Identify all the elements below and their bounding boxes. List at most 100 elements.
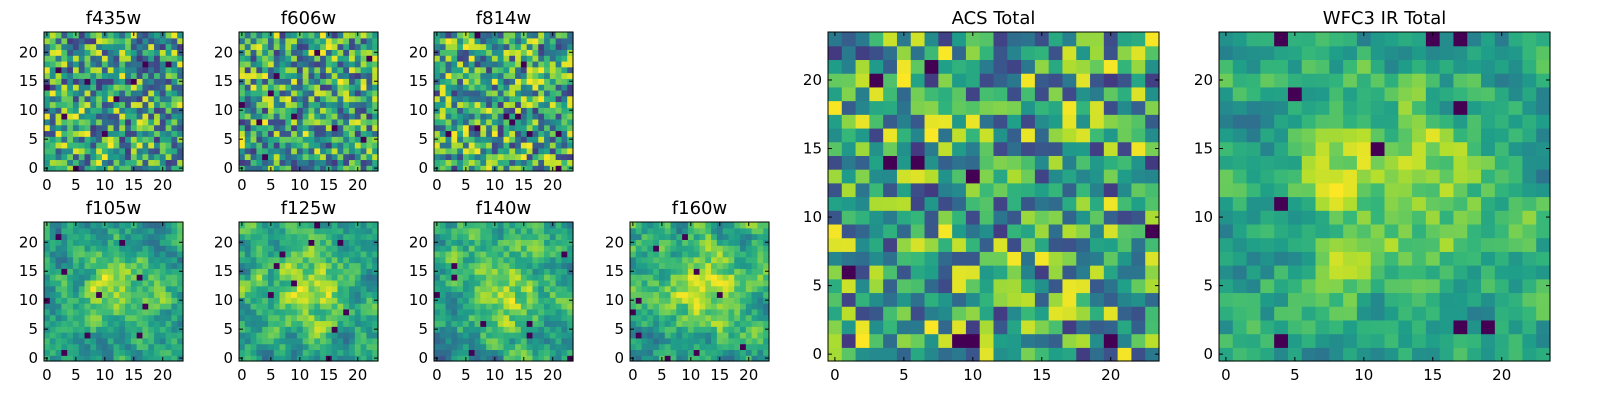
heatmap-cell bbox=[896, 319, 912, 335]
heatmap-cell bbox=[61, 118, 68, 126]
heatmap-cell bbox=[325, 250, 333, 258]
heatmap-cell bbox=[165, 245, 173, 252]
heatmap-cell bbox=[641, 245, 648, 252]
heatmap-cell bbox=[285, 124, 292, 132]
heatmap-cell bbox=[136, 297, 144, 304]
heatmap-cell bbox=[462, 159, 470, 166]
x-tick-label: 20 bbox=[153, 176, 172, 194]
heatmap-cell bbox=[343, 118, 350, 126]
heatmap-cell bbox=[177, 291, 184, 298]
heatmap-cell bbox=[154, 89, 161, 97]
heatmap-cell bbox=[462, 84, 470, 91]
heatmap-cell bbox=[154, 107, 161, 114]
heatmap-cell bbox=[136, 37, 144, 45]
heatmap-cell bbox=[670, 285, 677, 293]
heatmap-cell bbox=[360, 308, 368, 316]
heatmap-cell bbox=[372, 89, 379, 97]
heatmap-cell bbox=[250, 66, 257, 74]
heatmap-cell bbox=[630, 314, 637, 322]
heatmap-cell bbox=[457, 113, 464, 120]
heatmap-cell bbox=[434, 291, 441, 298]
heatmap-cell bbox=[993, 306, 1008, 321]
heatmap-cell bbox=[515, 147, 522, 155]
heatmap-cell bbox=[343, 274, 350, 281]
heatmap-cell bbox=[1076, 306, 1091, 321]
heatmap-cell bbox=[372, 84, 379, 91]
heatmap-cell bbox=[360, 118, 368, 126]
heatmap-cell bbox=[107, 285, 115, 293]
heatmap-cell bbox=[285, 49, 292, 56]
heatmap-cell bbox=[279, 349, 286, 356]
heatmap-cell bbox=[273, 37, 281, 45]
heatmap-cell bbox=[302, 107, 310, 114]
heatmap-cell bbox=[1246, 292, 1261, 307]
heatmap-cell bbox=[538, 130, 545, 137]
heatmap-cell bbox=[256, 349, 263, 356]
heatmap-cell bbox=[480, 66, 487, 74]
heatmap-cell bbox=[90, 314, 97, 322]
heatmap-cell bbox=[101, 256, 109, 264]
heatmap-cell bbox=[119, 37, 126, 45]
heatmap-cell bbox=[107, 250, 115, 258]
heatmap-cell bbox=[360, 343, 368, 351]
heatmap-cell bbox=[325, 303, 333, 310]
heatmap-cell bbox=[434, 308, 441, 316]
heatmap-cell bbox=[296, 89, 304, 97]
heatmap-cell bbox=[285, 274, 292, 281]
heatmap-cell bbox=[308, 291, 315, 298]
heatmap-cell bbox=[244, 55, 252, 62]
heatmap-cell bbox=[910, 45, 926, 61]
heatmap-cell bbox=[1062, 223, 1077, 239]
heatmap-cell bbox=[965, 237, 981, 252]
heatmap-cell bbox=[142, 222, 149, 229]
heatmap-cell bbox=[279, 130, 286, 137]
heatmap-cell bbox=[491, 55, 499, 62]
heatmap-cell bbox=[72, 37, 80, 45]
heatmap-cell bbox=[314, 60, 321, 68]
heatmap-cell bbox=[486, 285, 493, 293]
heatmap-cell bbox=[462, 332, 470, 339]
heatmap-cell bbox=[1117, 45, 1133, 61]
heatmap-cell bbox=[1007, 306, 1022, 321]
heatmap-cell bbox=[165, 37, 173, 45]
heatmap-cell bbox=[119, 256, 126, 264]
heatmap-cell bbox=[113, 60, 120, 68]
heatmap-cell bbox=[740, 303, 747, 310]
heatmap-cell bbox=[84, 245, 91, 252]
heatmap-cell bbox=[757, 268, 764, 275]
heatmap-cell bbox=[751, 332, 759, 339]
heatmap-cell bbox=[239, 147, 246, 155]
heatmap-cell bbox=[474, 343, 481, 351]
heatmap-cell bbox=[372, 250, 379, 258]
heatmap-cell bbox=[938, 114, 953, 129]
heatmap-cell bbox=[462, 268, 470, 275]
heatmap-cell bbox=[544, 101, 551, 108]
heatmap-cell bbox=[434, 124, 441, 132]
heatmap-cell bbox=[337, 66, 344, 74]
heatmap-cell bbox=[439, 107, 447, 114]
heatmap-cell bbox=[705, 268, 712, 275]
heatmap-cell bbox=[130, 89, 138, 97]
heatmap-cell bbox=[296, 291, 304, 298]
heatmap-cell bbox=[515, 239, 522, 246]
heatmap-cell bbox=[256, 153, 263, 161]
heatmap-cell bbox=[343, 332, 350, 339]
heatmap-cell bbox=[302, 147, 310, 155]
heatmap-cell bbox=[468, 136, 476, 143]
heatmap-cell bbox=[745, 303, 753, 310]
heatmap-cell bbox=[468, 55, 476, 62]
heatmap-cell bbox=[159, 147, 167, 155]
heatmap-cell bbox=[314, 118, 321, 126]
heatmap-cell bbox=[171, 107, 178, 114]
heatmap-cell bbox=[44, 291, 51, 298]
heatmap-cell bbox=[154, 274, 161, 281]
heatmap-cell bbox=[468, 343, 476, 351]
heatmap-cell bbox=[90, 262, 97, 269]
heatmap-cell bbox=[354, 118, 362, 126]
heatmap-cell bbox=[1117, 73, 1133, 88]
heatmap-cell bbox=[1131, 210, 1146, 225]
heatmap-cell bbox=[360, 233, 368, 240]
heatmap-cell bbox=[497, 337, 505, 345]
heatmap-cell bbox=[354, 279, 362, 287]
heatmap-cell bbox=[61, 101, 68, 108]
